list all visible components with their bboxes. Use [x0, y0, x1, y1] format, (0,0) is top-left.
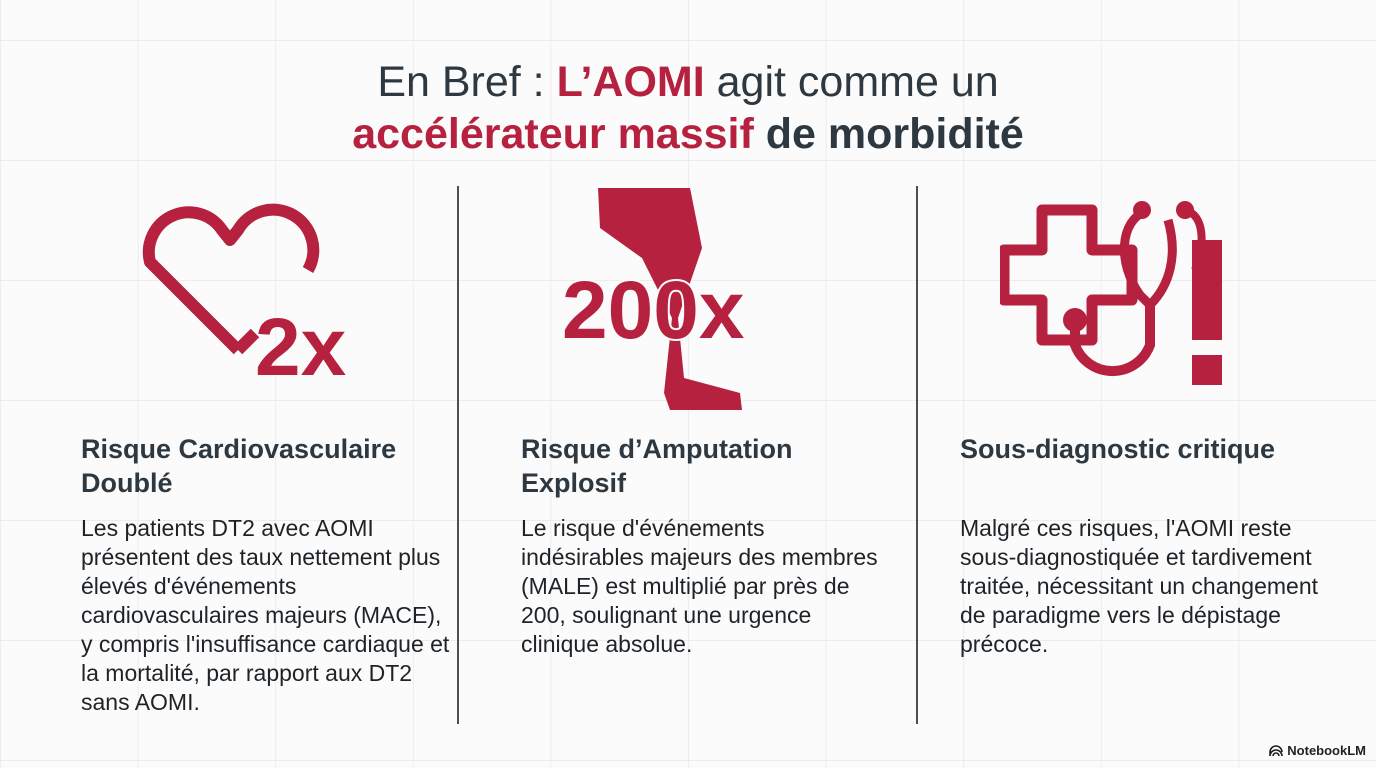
notebooklm-logo: NotebookLM	[1269, 743, 1366, 758]
title-mid: agit comme un	[704, 58, 999, 106]
title-prefix: En Bref :	[377, 58, 557, 106]
divider	[916, 186, 918, 724]
medical-cross-stethoscope-alert-icon	[1000, 201, 1222, 385]
page-title: En Bref : L’AOMI agit comme un accélérat…	[0, 56, 1376, 160]
stat-200x: 200x	[562, 265, 744, 356]
title-highlight-2: accélérateur massif	[352, 110, 754, 158]
title-highlight: L’AOMI	[556, 58, 705, 106]
column-heading: Risque Cardiovasculaire Doublé	[81, 434, 397, 498]
stat-2x: 2x	[255, 302, 346, 390]
heart-icon: 2x	[142, 203, 346, 390]
notebooklm-logo-icon	[1269, 744, 1284, 756]
divider	[457, 186, 459, 724]
leg-icon: 200x	[560, 188, 746, 410]
column-body: Les patients DT2 avec AOMI présentent de…	[81, 515, 450, 715]
column-body: Le risque d'événements indésirables maje…	[521, 515, 878, 657]
column-heading: Risque d’Amputation Explosif	[521, 434, 793, 498]
logo-text: NotebookLM	[1287, 743, 1366, 758]
column-body: Malgré ces risques, l'AOMI reste sous-di…	[960, 515, 1319, 657]
title-suffix: de morbidité	[753, 110, 1024, 158]
column-heading: Sous-diagnostic critique	[960, 434, 1276, 464]
